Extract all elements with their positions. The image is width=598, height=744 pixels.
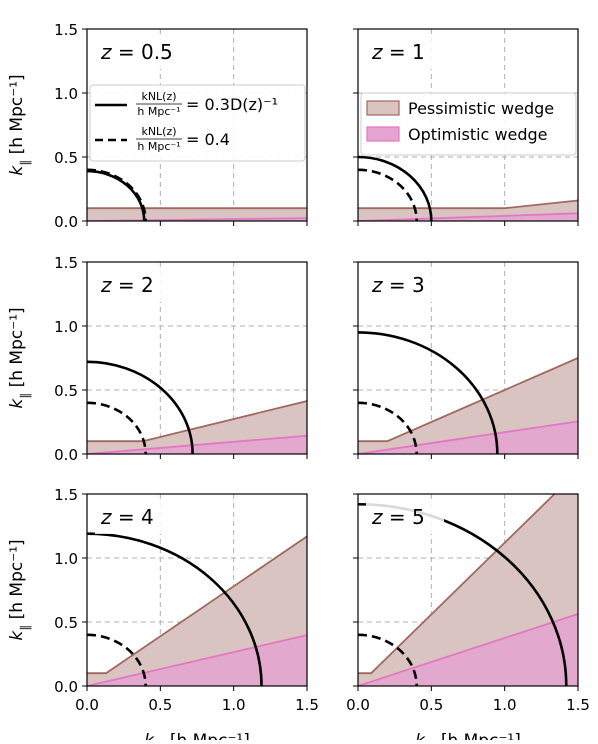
y-axis-label: k∥ [h Mpc⁻¹]: [7, 74, 32, 175]
x-tick-label: 0.0: [346, 696, 370, 714]
x-tick-label: 1.5: [566, 696, 590, 714]
x-axis-label: k⊥ [h Mpc⁻¹]: [415, 731, 521, 740]
z-label-bg: [95, 500, 173, 534]
x-tick-label: 0.5: [419, 696, 443, 714]
panel-frame: [86, 493, 308, 687]
z-label: z = 0.5: [100, 40, 173, 64]
optimistic-edge: [87, 434, 307, 454]
y-tick-label: 1.5: [54, 254, 78, 272]
panel-frame: [357, 28, 579, 222]
panel-frame: [357, 493, 579, 687]
y-tick-label: 1.5: [54, 486, 78, 504]
legend-frac-rhs: = 0.3D(z)⁻¹: [186, 95, 278, 114]
panel-z-2: 0.0 0.5 1.0 1.5 z = 2 k∥ [h Mpc⁻¹]: [7, 254, 308, 464]
z-label: z = 1: [371, 40, 425, 64]
y-tick-label: 0.0: [54, 213, 78, 231]
x-axis-label: k⊥ [h Mpc⁻¹]: [144, 731, 250, 740]
legend-dashed-label: kNL(z) h Mpc⁻¹ = 0.4: [136, 125, 230, 153]
optimistic-edge: [358, 420, 578, 454]
x-tick-label: 0.5: [148, 696, 172, 714]
legend-pessimistic-label: Pessimistic wedge: [408, 99, 554, 118]
optimistic-edge: [358, 613, 578, 686]
legend-pessimistic-swatch: [366, 100, 400, 116]
y-tick-label: 0.5: [54, 149, 78, 167]
y-tick-label: 0.5: [54, 382, 78, 400]
solid-knl-curve: [358, 155, 433, 221]
z-label-bg: [95, 268, 173, 302]
dashed-knl-curve: [87, 401, 147, 454]
legend-frac-rhs: = 0.4: [186, 130, 230, 149]
optimistic-edge: [358, 212, 578, 221]
y-axis-label: k∥ [h Mpc⁻¹]: [7, 307, 32, 408]
panel-z-5: 0.0 0.5 1.0 1.5 z = 5 k⊥ [h Mpc⁻¹]: [346, 493, 590, 744]
solid-knl-curve: [87, 532, 263, 686]
y-tick-label: 1.0: [54, 550, 78, 568]
solid-knl-curve: [87, 169, 146, 221]
z-label-bg: [95, 35, 173, 69]
dashed-knl-curve: [87, 633, 147, 686]
solid-knl-curve: [87, 360, 194, 454]
optimistic-edge: [87, 634, 307, 686]
z-label: z = 2: [100, 273, 154, 297]
x-tick-label: 1.0: [493, 696, 517, 714]
legend-box: [360, 92, 577, 156]
legend-knl: kNL(z) h Mpc⁻¹ = 0.3D(z)⁻¹ kNL(z) h Mpc⁻¹ = 0…: [89, 84, 306, 162]
z-label-bg: [366, 500, 444, 534]
panel-frame: [86, 28, 308, 222]
x-tick-label: 1.5: [295, 696, 319, 714]
panel-z-3: z = 3: [353, 261, 579, 459]
dashed-knl-curve: [358, 401, 418, 454]
z-label-bg: [366, 35, 444, 69]
dashed-knl-curve: [358, 633, 418, 686]
z-label-bg: [366, 268, 444, 302]
y-tick-label: 1.5: [54, 21, 78, 39]
y-tick-label: 0.5: [54, 614, 78, 632]
pessimistic-edge: [358, 357, 578, 443]
x-tick-label: 1.0: [222, 696, 246, 714]
legend-wedges: Pessimistic wedge Optimistic wedge: [360, 92, 577, 156]
y-tick-label: 1.0: [54, 85, 78, 103]
panel-z-0: 0.0 0.5 1.0 1.5 z = 0.5 k∥ [h Mpc⁻¹]: [7, 21, 308, 231]
y-tick-label: 0.0: [54, 446, 78, 464]
pessimistic-edge: [358, 494, 556, 675]
legend-frac-num: kNL(z): [141, 90, 176, 103]
legend-optimistic-swatch: [366, 126, 400, 142]
legend-optimistic-label: Optimistic wedge: [408, 125, 548, 144]
panel-frame: [357, 261, 579, 455]
legend-solid-label: kNL(z) h Mpc⁻¹ = 0.3D(z)⁻¹: [136, 90, 278, 118]
solid-knl-curve: [358, 331, 499, 454]
legend-frac-den: h Mpc⁻¹: [137, 140, 180, 153]
panel-z-4: 0.00.0 0.5 0.5 1.0 1.0 1.5 1.5 z = 4 k∥ [h Mpc⁻¹…: [7, 486, 319, 744]
z-label: z = 3: [371, 273, 425, 297]
z-label: z = 4: [100, 505, 154, 529]
legend-frac-den: h Mpc⁻¹: [137, 105, 180, 118]
dashed-knl-curve: [358, 168, 418, 221]
y-tick-label: 1.0: [54, 318, 78, 336]
pessimistic-edge: [87, 535, 307, 675]
x-tick-label: 0.0: [75, 696, 99, 714]
z-label: z = 5: [371, 505, 425, 529]
y-axis-label: k∥ [h Mpc⁻¹]: [7, 539, 32, 640]
pessimistic-edge: [358, 199, 578, 210]
y-tick-label: 0.0: [54, 678, 78, 696]
legend-frac-num: kNL(z): [141, 125, 176, 138]
panel-frame: [86, 261, 308, 455]
